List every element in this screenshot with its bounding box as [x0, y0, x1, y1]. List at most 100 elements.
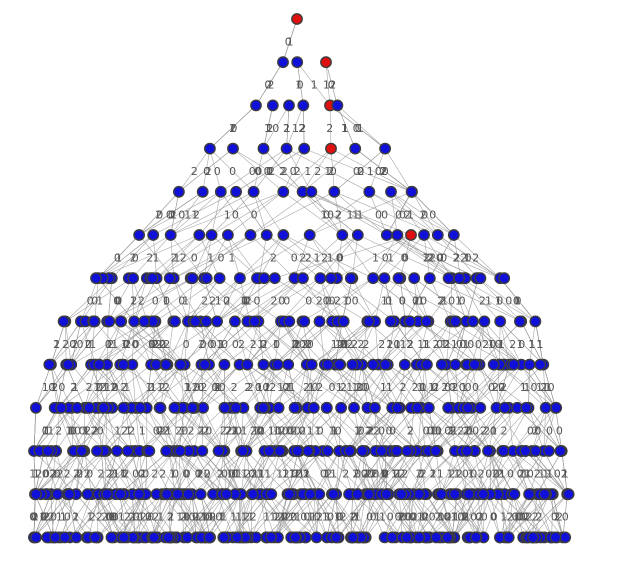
edge: [146, 407, 180, 452]
edge: [397, 234, 461, 279]
edge: [249, 277, 321, 322]
edge: [178, 407, 204, 452]
edge: [296, 364, 336, 409]
edge: [451, 277, 522, 322]
edge-label: 0: [329, 295, 336, 308]
edge-label: 0: [105, 511, 112, 524]
edge-label: 0: [531, 381, 538, 394]
edge-label: 0: [393, 338, 400, 351]
edge: [178, 148, 211, 192]
node: [420, 315, 433, 328]
edge: [50, 364, 61, 408]
edge-label: 0: [241, 295, 248, 308]
edge: [421, 407, 456, 452]
edge: [251, 450, 265, 495]
edge: [461, 407, 497, 452]
node: [523, 358, 536, 371]
edge: [33, 450, 77, 495]
edge: [240, 407, 297, 452]
edge: [183, 364, 210, 408]
edge: [394, 494, 414, 538]
edge-label: 1: [236, 468, 243, 481]
edge: [107, 278, 133, 322]
edge: [278, 364, 289, 408]
edge: [132, 450, 141, 495]
edge: [151, 494, 176, 538]
edge: [199, 191, 237, 236]
edge: [286, 105, 304, 149]
edge-label: 2: [250, 424, 257, 437]
edge-label: 1: [352, 208, 359, 221]
edge: [477, 450, 505, 495]
edge-label: 2: [84, 468, 91, 481]
edge: [211, 191, 254, 236]
edge: [409, 407, 415, 452]
node: [114, 315, 127, 328]
edge: [499, 321, 522, 365]
edge: [386, 191, 412, 236]
edge-label: 2: [43, 511, 50, 524]
edge-label: 0: [387, 511, 394, 524]
edge-label: 0: [489, 338, 496, 351]
edge-label: 1: [47, 424, 54, 437]
edge: [306, 364, 315, 408]
edge-label: 2: [151, 468, 158, 481]
edge-label: 1: [169, 468, 176, 481]
edge-label: 0: [490, 511, 497, 524]
edge: [218, 407, 225, 452]
edge: [473, 450, 485, 495]
edge: [180, 364, 196, 408]
node: [218, 401, 231, 414]
edge-label: 0: [189, 511, 196, 524]
edge: [454, 450, 491, 495]
node: [49, 531, 62, 544]
edge: [240, 407, 279, 452]
edge: [310, 450, 333, 495]
edge: [488, 450, 530, 495]
edge-label: 0: [156, 424, 163, 437]
edge: [247, 321, 303, 365]
edge-label: 0: [272, 122, 279, 135]
edge: [451, 494, 478, 538]
edge-label: 2: [373, 424, 380, 437]
edge: [435, 450, 442, 495]
edge: [296, 407, 340, 452]
edge: [50, 494, 54, 538]
edge: [274, 234, 412, 279]
node: [283, 99, 295, 112]
node: [212, 445, 225, 457]
edge: [174, 494, 197, 538]
edge: [217, 450, 225, 495]
node: [390, 445, 403, 457]
edge: [76, 494, 106, 538]
edge: [160, 364, 181, 408]
edge: [209, 494, 226, 538]
edge-label: 0: [281, 511, 288, 524]
node: [534, 358, 547, 371]
edge: [76, 494, 93, 538]
edge-label: 0: [355, 122, 362, 135]
edge: [176, 364, 225, 409]
edge: [335, 450, 340, 495]
edge: [440, 450, 475, 495]
edge: [329, 105, 386, 149]
node: [227, 142, 239, 155]
edge-label: 1: [342, 122, 349, 135]
edge: [180, 494, 197, 538]
node: [162, 531, 175, 544]
edge: [476, 494, 484, 538]
edge-label: 1: [32, 511, 39, 524]
edge-label: 1: [72, 511, 79, 524]
edge: [69, 494, 106, 538]
edge: [338, 407, 342, 452]
edge: [475, 494, 485, 538]
edge: [137, 494, 163, 538]
edge-label: 1: [356, 381, 363, 394]
edge: [302, 191, 343, 236]
edge-label: 0: [248, 468, 255, 481]
edge-label: 0: [258, 424, 265, 437]
edge: [421, 407, 426, 452]
node: [494, 315, 507, 328]
edge-label: 1: [241, 468, 248, 481]
